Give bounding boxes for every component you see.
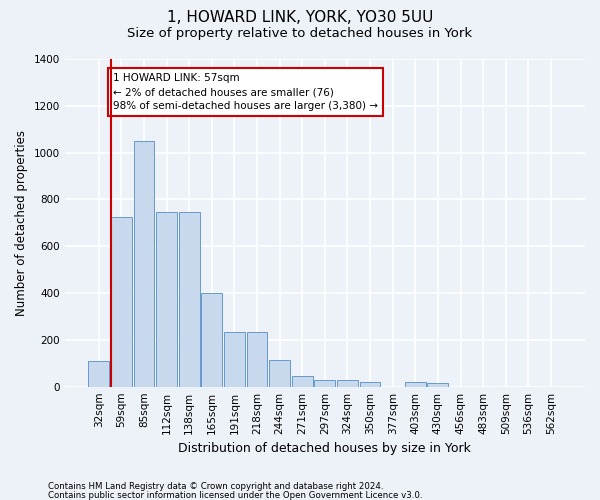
Bar [179,212,200,386]
Bar [292,376,313,386]
Bar [224,332,245,386]
Bar [156,212,177,386]
Bar [314,380,335,386]
Bar [247,332,268,386]
Bar [134,141,154,386]
Bar [269,360,290,386]
Text: 1 HOWARD LINK: 57sqm
← 2% of detached houses are smaller (76)
98% of semi-detach: 1 HOWARD LINK: 57sqm ← 2% of detached ho… [113,73,378,111]
Bar [111,217,132,386]
Bar [359,382,380,386]
Bar [427,383,448,386]
Bar [337,380,358,386]
Y-axis label: Number of detached properties: Number of detached properties [15,130,28,316]
Text: Size of property relative to detached houses in York: Size of property relative to detached ho… [127,28,473,40]
Bar [405,382,425,386]
Bar [202,293,222,386]
Text: Contains public sector information licensed under the Open Government Licence v3: Contains public sector information licen… [48,490,422,500]
Bar [88,361,109,386]
Text: Contains HM Land Registry data © Crown copyright and database right 2024.: Contains HM Land Registry data © Crown c… [48,482,383,491]
Text: 1, HOWARD LINK, YORK, YO30 5UU: 1, HOWARD LINK, YORK, YO30 5UU [167,10,433,25]
X-axis label: Distribution of detached houses by size in York: Distribution of detached houses by size … [178,442,471,455]
